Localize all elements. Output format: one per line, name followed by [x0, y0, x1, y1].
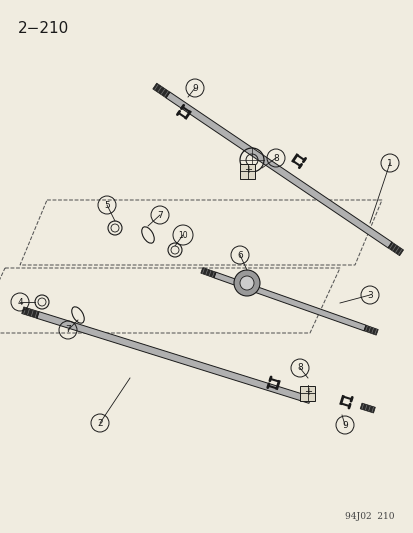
Polygon shape [363, 325, 377, 335]
Text: 8: 8 [297, 364, 302, 373]
Text: 10: 10 [178, 230, 188, 239]
Text: 5: 5 [104, 200, 109, 209]
Polygon shape [387, 242, 403, 256]
Text: 94J02  210: 94J02 210 [345, 512, 394, 521]
Text: 9: 9 [341, 421, 347, 430]
Polygon shape [200, 268, 216, 278]
Text: 1: 1 [386, 158, 392, 167]
Polygon shape [214, 272, 365, 331]
Polygon shape [166, 92, 391, 248]
Text: 7: 7 [157, 211, 162, 220]
Text: 3: 3 [366, 290, 372, 300]
Text: 7: 7 [65, 326, 71, 335]
Text: 2−210: 2−210 [18, 21, 69, 36]
Polygon shape [21, 307, 39, 318]
Text: 4: 4 [17, 297, 23, 306]
Text: +: + [303, 387, 311, 397]
Polygon shape [152, 83, 170, 98]
Bar [300, 385, 315, 400]
Text: 2: 2 [97, 418, 102, 427]
Bar [240, 164, 255, 179]
Polygon shape [37, 312, 310, 403]
Circle shape [240, 276, 254, 290]
Text: 9: 9 [192, 84, 197, 93]
Text: 6: 6 [237, 251, 242, 260]
Text: +: + [243, 165, 252, 175]
Polygon shape [359, 403, 375, 413]
Circle shape [233, 270, 259, 296]
Text: 8: 8 [273, 154, 278, 163]
